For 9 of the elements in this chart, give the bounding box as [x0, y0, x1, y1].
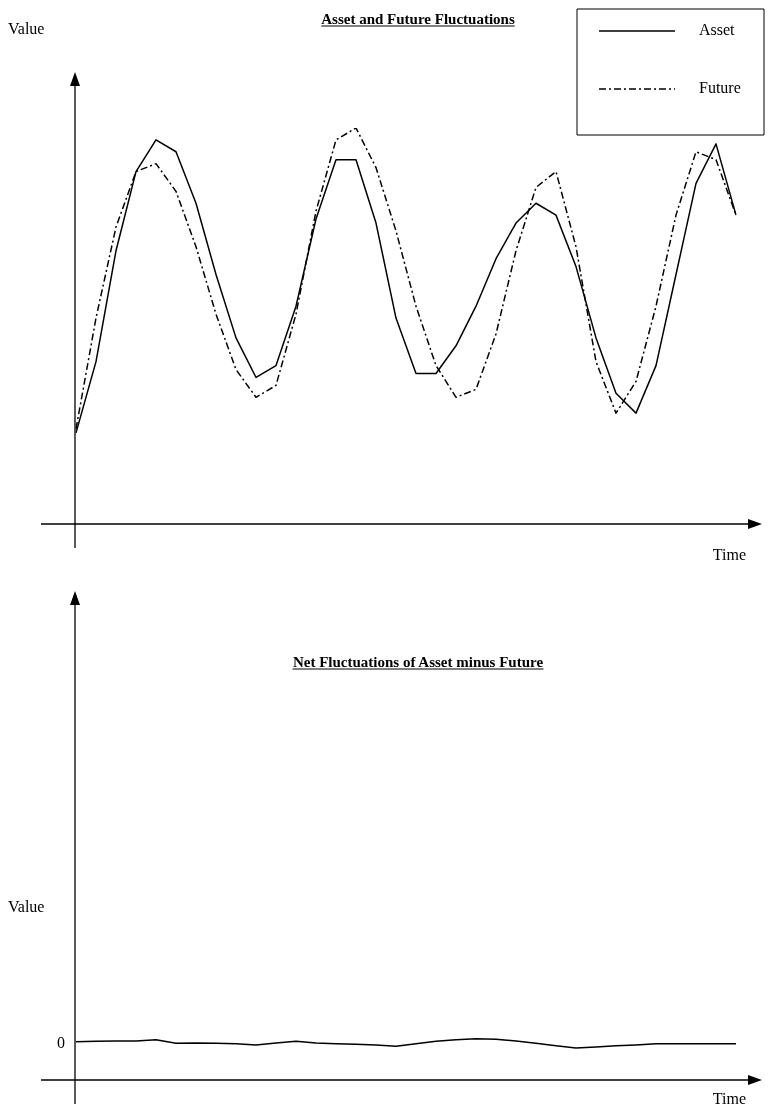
- x-axis-title: Time: [712, 546, 746, 563]
- y-axis-title: Value: [8, 897, 45, 915]
- text: 0: [57, 1033, 65, 1051]
- chart-title: Asset and Future Fluctuations: [321, 11, 515, 27]
- legend-label: Asset: [699, 21, 736, 39]
- y-axis-title: Value: [8, 20, 45, 37]
- x-axis-title: Time: [712, 1090, 746, 1107]
- legend-label: Future: [699, 79, 741, 97]
- chart-title: Net Fluctuations of Asset minus Future: [292, 654, 544, 670]
